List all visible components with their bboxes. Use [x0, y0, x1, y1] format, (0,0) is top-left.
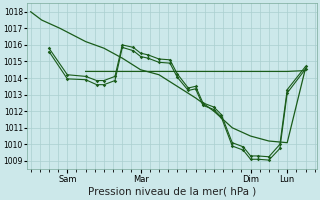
X-axis label: Pression niveau de la mer( hPa ): Pression niveau de la mer( hPa ): [88, 187, 256, 197]
